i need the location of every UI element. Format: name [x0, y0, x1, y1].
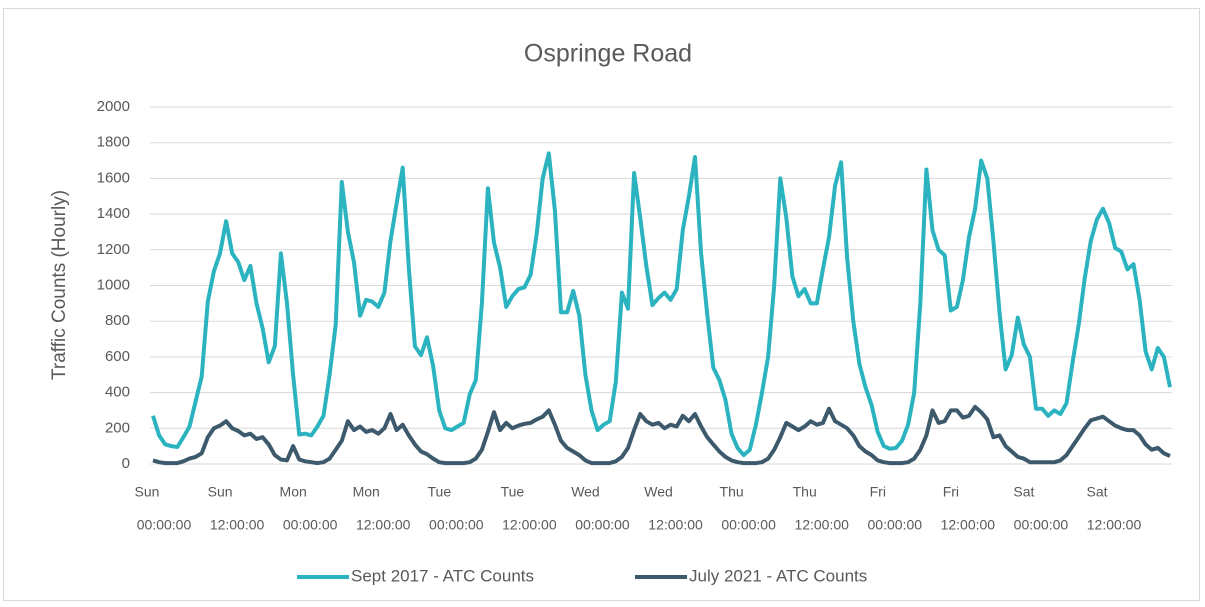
x-tick-label: 00:00:00	[429, 517, 484, 533]
legend-label: July 2021 - ATC Counts	[689, 566, 867, 585]
y-tick-label: 200	[105, 419, 130, 436]
x-tick-label: 00:00:00	[1014, 517, 1069, 533]
y-tick-label: 2000	[97, 98, 130, 115]
x-tick-label: Tue	[428, 484, 452, 500]
x-tick-label: Mon	[353, 484, 380, 500]
line-series	[151, 151, 1172, 458]
chart-title: Ospringe Road	[524, 40, 692, 68]
x-tick-label: Wed	[571, 484, 600, 500]
y-tick-label: 0	[122, 455, 130, 472]
x-tick-label: Sat	[1013, 484, 1034, 500]
x-tick-label: Mon	[280, 484, 307, 500]
y-axis-label: Traffic Counts (Hourly)	[49, 190, 70, 380]
x-tick-label: 00:00:00	[137, 517, 192, 533]
x-tick-label: 12:00:00	[210, 517, 265, 533]
chart-frame	[3, 8, 1200, 601]
y-tick-label: 1000	[97, 276, 130, 293]
x-tick-label: 00:00:00	[721, 517, 776, 533]
x-tick-label: Wed	[644, 484, 673, 500]
x-tick-label: 12:00:00	[648, 517, 703, 533]
legend-label: Sept 2017 - ATC Counts	[351, 566, 534, 585]
x-tick-label: Thu	[793, 484, 817, 500]
x-tick-label: 00:00:00	[283, 517, 338, 533]
y-tick-label: 1600	[97, 169, 130, 186]
line-series	[152, 404, 1171, 466]
x-tick-label: Fri	[870, 484, 886, 500]
y-tick-label: 600	[105, 348, 130, 365]
x-tick-label: 12:00:00	[1087, 517, 1142, 533]
x-tick-label: 12:00:00	[794, 517, 849, 533]
y-tick-label: 1800	[97, 134, 130, 151]
x-tick-label: Sun	[208, 484, 233, 500]
y-tick-label: 1400	[97, 205, 130, 222]
y-tick-label: 800	[105, 312, 130, 329]
x-tick-label: 00:00:00	[575, 517, 630, 533]
x-tick-label: 12:00:00	[502, 517, 557, 533]
x-tick-label: 00:00:00	[868, 517, 923, 533]
x-tick-label: 12:00:00	[356, 517, 411, 533]
x-tick-label: 12:00:00	[941, 517, 996, 533]
x-tick-label: Thu	[720, 484, 744, 500]
x-tick-label: Sun	[135, 484, 160, 500]
y-tick-label: 1200	[97, 241, 130, 258]
x-tick-label: Sat	[1087, 484, 1108, 500]
x-tick-label: Fri	[943, 484, 959, 500]
x-tick-label: Tue	[501, 484, 525, 500]
y-tick-label: 400	[105, 384, 130, 401]
